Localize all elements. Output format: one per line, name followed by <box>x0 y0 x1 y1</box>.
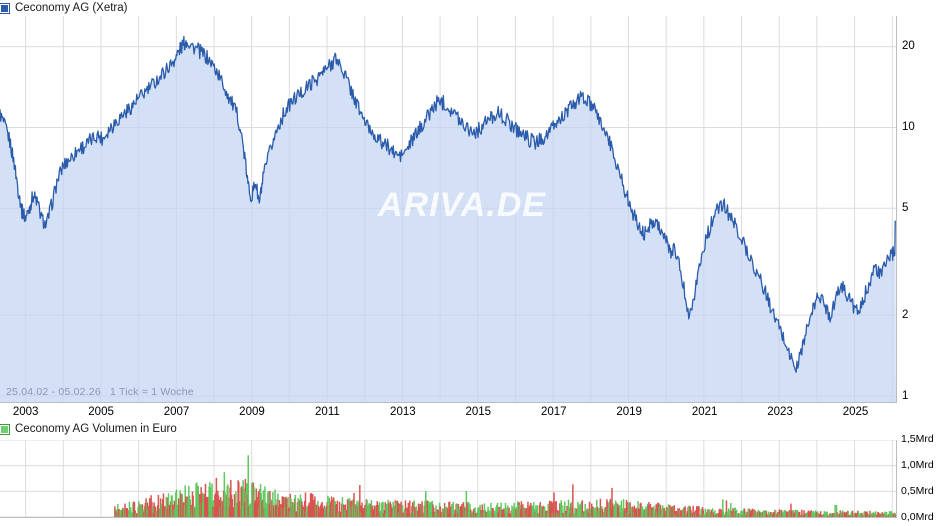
tick-interval-caption: 1 Tick = 1 Woche <box>110 386 194 398</box>
volume-y-tick-0: 1,5Mrd <box>901 433 934 445</box>
volume-chart-header: Ceconomy AG Volumen in Euro <box>0 423 177 436</box>
volume-series-canvas <box>0 440 896 517</box>
price-y-tick-2: 2 <box>902 308 909 321</box>
price-x-tick-2005: 2005 <box>88 406 114 418</box>
price-chart-header: Ceconomy AG (Xetra) <box>0 2 127 15</box>
price-x-tick-2021: 2021 <box>691 406 718 418</box>
price-y-tick-1: 1 <box>902 390 909 402</box>
volume-y-tick-2: 0,5Mrd <box>901 485 934 497</box>
price-y-tick-10: 10 <box>902 120 915 133</box>
price-x-tick-2011: 2011 <box>315 406 340 418</box>
price-line <box>0 35 896 373</box>
volume-y-tick-1: 1,0Mrd <box>901 459 934 471</box>
volume-bars <box>114 455 896 517</box>
volume-y-tick-3: 0,0Mrd <box>901 511 934 523</box>
volume-chart-title: Ceconomy AG Volumen in Euro <box>15 423 177 435</box>
price-x-tick-2019: 2019 <box>616 406 642 418</box>
price-legend-swatch-icon <box>0 3 10 14</box>
price-x-tick-2015: 2015 <box>465 406 492 418</box>
price-y-tick-20: 20 <box>902 39 915 52</box>
price-x-tick-2013: 2013 <box>390 406 416 418</box>
price-x-tick-2023: 2023 <box>767 406 793 418</box>
volume-legend-swatch-icon <box>0 424 10 435</box>
volume-gridlines <box>0 440 896 517</box>
price-area-fill <box>0 36 896 402</box>
price-x-tick-2009: 2009 <box>239 406 265 418</box>
price-x-tick-2003: 2003 <box>12 406 39 418</box>
price-x-tick-2025: 2025 <box>842 406 869 418</box>
price-series-canvas <box>0 16 896 402</box>
price-x-tick-2017: 2017 <box>540 406 567 418</box>
price-y-tick-5: 5 <box>902 201 909 214</box>
price-plot-area[interactable] <box>0 16 897 403</box>
volume-plot-area[interactable] <box>0 440 897 518</box>
price-x-tick-2007: 2007 <box>163 406 190 418</box>
date-range-caption: 25.04.02 - 05.02.26 <box>6 386 101 398</box>
price-chart-title: Ceconomy AG (Xetra) <box>15 2 128 14</box>
